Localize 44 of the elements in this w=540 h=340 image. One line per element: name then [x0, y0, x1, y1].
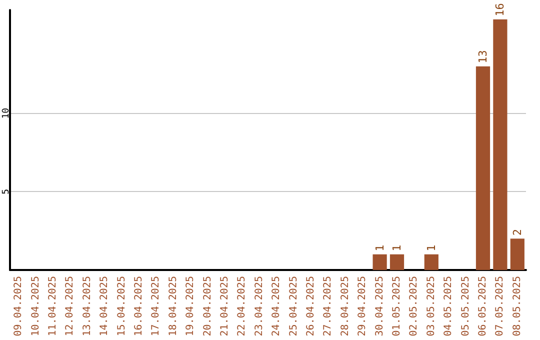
- x-tick-label: 29.04.2025: [357, 276, 368, 336]
- x-tick-label: 04.05.2025: [443, 276, 454, 336]
- data-label: 16: [494, 3, 507, 16]
- data-label: 2: [510, 229, 524, 236]
- x-tick-label: 05.05.2025: [460, 276, 472, 336]
- x-tick-label: 24.04.2025: [271, 276, 282, 336]
- x-tick-label: 09.04.2025: [13, 276, 24, 336]
- x-tick-label: 27.04.2025: [322, 276, 334, 336]
- x-tick-label: 03.05.2025: [426, 276, 437, 336]
- x-tick-label: 14.04.2025: [99, 276, 110, 336]
- bar: [372, 254, 387, 270]
- x-tick-label: 22.04.2025: [236, 276, 248, 336]
- x-tick-label: 19.04.2025: [185, 276, 196, 336]
- x-tick-label: 13.04.2025: [82, 276, 93, 336]
- bar: [424, 254, 438, 270]
- x-tick-label: 10.04.2025: [30, 276, 42, 336]
- x-tick-label: 16.04.2025: [134, 276, 144, 336]
- bar: [510, 238, 524, 270]
- data-label: 1: [424, 244, 438, 252]
- x-tick-label: 25.04.2025: [288, 276, 300, 336]
- x-tick-label: 01.05.2025: [392, 276, 402, 336]
- bar: [390, 254, 404, 270]
- bar: [493, 19, 508, 270]
- data-label: 13: [476, 50, 490, 64]
- x-tick-label: 07.05.2025: [494, 276, 506, 336]
- y-tick-label: 10: [2, 108, 12, 119]
- x-tick-label: 20.04.2025: [202, 276, 214, 336]
- x-tick-label: 28.04.2025: [340, 276, 351, 336]
- x-tick-label: 02.05.2025: [408, 276, 420, 336]
- x-tick-label: 15.04.2025: [116, 276, 128, 336]
- x-tick-label: 30.04.2025: [374, 276, 386, 336]
- y-tick-label: 5: [2, 188, 12, 194]
- x-tick-label: 18.04.2025: [168, 276, 179, 336]
- x-tick-label: 08.05.2025: [512, 276, 523, 336]
- data-label: 1: [373, 244, 386, 252]
- x-tick-label: 21.04.2025: [220, 276, 230, 336]
- x-tick-label: 23.04.2025: [254, 276, 265, 336]
- x-tick-label: 26.04.2025: [306, 276, 316, 336]
- bar: [476, 66, 490, 270]
- x-tick-label: 06.05.2025: [478, 276, 488, 336]
- x-tick-label: 17.04.2025: [150, 276, 162, 336]
- data-label: 1: [390, 244, 404, 252]
- x-tick-label: 11.04.2025: [48, 276, 58, 336]
- x-tick-label: 12.04.2025: [64, 276, 76, 336]
